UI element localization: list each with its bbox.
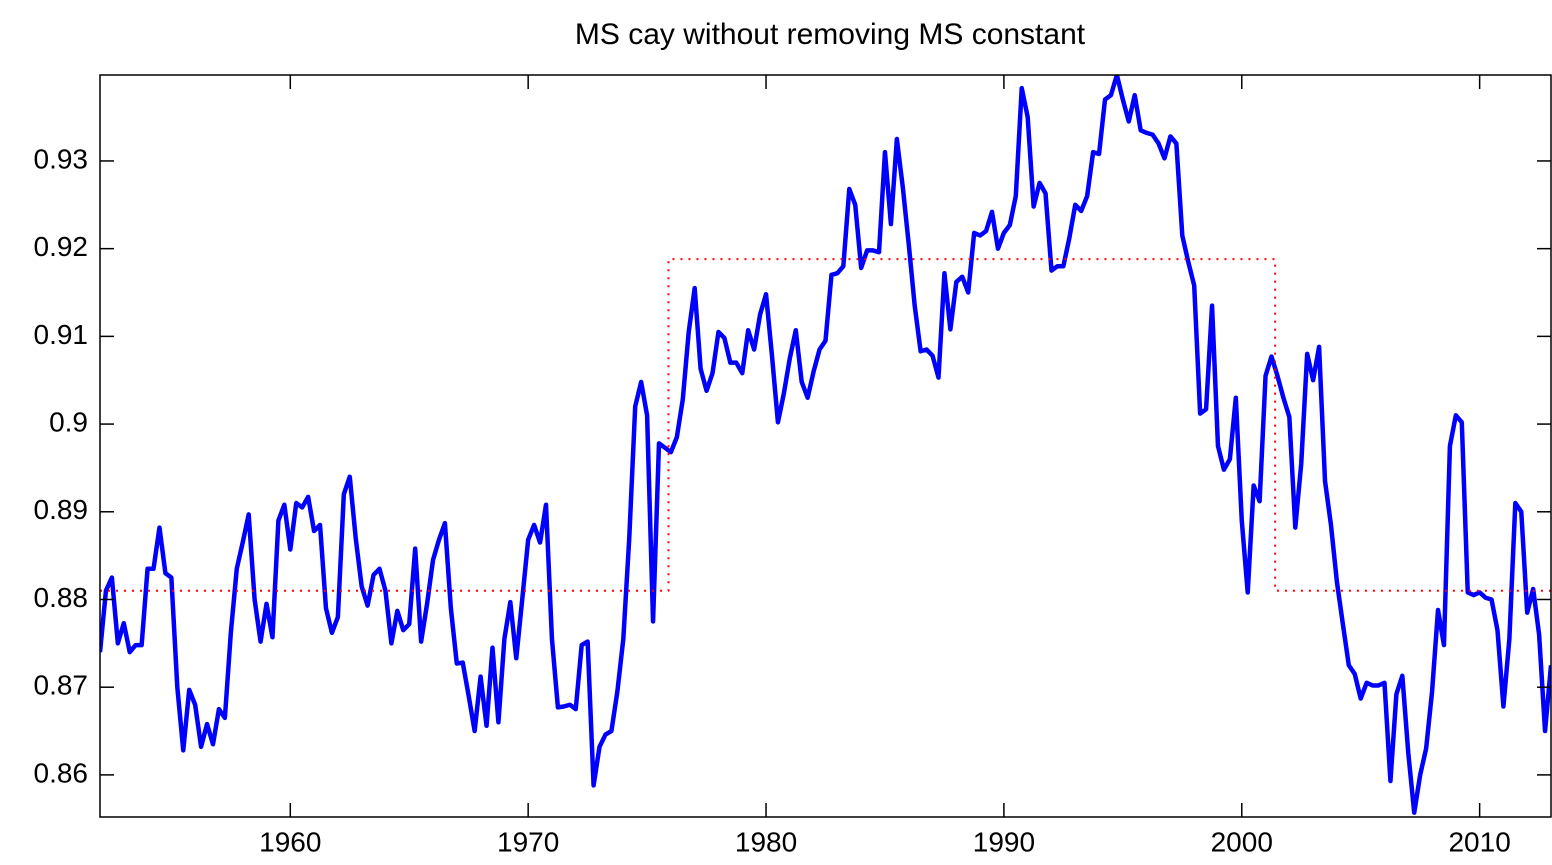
x-tick-label: 1960 <box>259 826 321 857</box>
x-tick-label: 1990 <box>973 826 1035 857</box>
y-tick-label: 0.88 <box>34 582 89 613</box>
regime-line <box>100 258 1551 592</box>
y-tick-label: 0.89 <box>34 494 89 525</box>
y-tick-label: 0.91 <box>34 319 89 350</box>
y-tick-label: 0.87 <box>34 670 89 701</box>
x-tick-label: 2000 <box>1211 826 1273 857</box>
y-tick-label: 0.86 <box>34 757 89 788</box>
x-tick-label: 2010 <box>1448 826 1510 857</box>
x-tick-label: 1980 <box>735 826 797 857</box>
plot <box>100 75 1551 815</box>
plot-frame <box>99 74 1552 818</box>
x-tick-label: 1970 <box>497 826 559 857</box>
chart-title: MS cay without removing MS constant <box>575 18 1086 51</box>
y-tick-label: 0.92 <box>34 231 89 262</box>
y-tick-label: 0.93 <box>34 143 89 174</box>
y-tick-label: 0.9 <box>49 406 88 437</box>
data-line <box>100 75 1551 815</box>
